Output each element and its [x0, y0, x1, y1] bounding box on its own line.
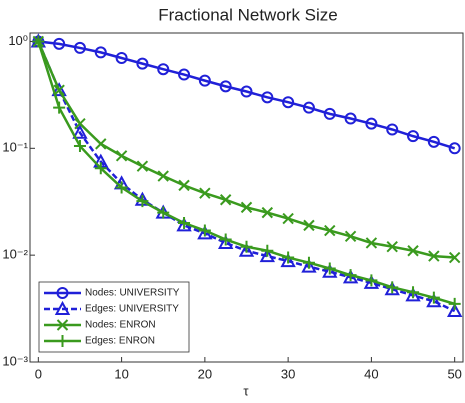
- data-point: [259, 248, 276, 263]
- legend-marker: [56, 287, 69, 299]
- data-point: [426, 293, 442, 308]
- data-point: [302, 256, 315, 269]
- data-point: [136, 160, 149, 172]
- data-point: [386, 123, 399, 136]
- data-point: [323, 107, 336, 120]
- data-point: [217, 234, 234, 249]
- data-point: [94, 46, 107, 59]
- data-point: [407, 286, 420, 299]
- legend-label: Nodes: ENRON: [85, 320, 156, 331]
- data-point: [115, 181, 128, 194]
- data-point: [446, 302, 463, 318]
- data-point: [282, 251, 295, 264]
- x-tick-label: 30: [281, 366, 295, 381]
- data-point: [240, 201, 253, 214]
- x-tick-label: 0: [35, 366, 42, 381]
- data-point: [136, 57, 149, 70]
- data-point: [282, 212, 294, 225]
- data-point: [219, 233, 232, 246]
- data-point: [157, 206, 170, 219]
- data-point: [344, 269, 357, 282]
- data-point: [95, 138, 107, 150]
- x-tick-label: 50: [447, 366, 461, 381]
- data-point: [219, 194, 232, 206]
- data-point: [32, 35, 45, 48]
- data-point: [405, 287, 421, 302]
- data-point: [157, 63, 170, 76]
- data-point: [240, 85, 253, 98]
- data-point: [448, 142, 461, 155]
- data-point: [74, 117, 86, 130]
- data-point: [178, 179, 190, 192]
- data-point: [178, 68, 191, 81]
- data-point: [303, 219, 315, 232]
- data-point: [323, 262, 336, 275]
- y-tick-label: 10⁻³: [2, 353, 28, 368]
- data-point: [386, 240, 398, 253]
- data-point: [407, 245, 419, 257]
- data-point: [51, 82, 67, 97]
- plot-area: [29, 32, 464, 363]
- data-point: [199, 187, 211, 199]
- data-point: [365, 274, 378, 287]
- legend-marker: [54, 300, 71, 315]
- data-point: [282, 96, 295, 109]
- data-point: [365, 117, 378, 130]
- legend-marker: [56, 319, 69, 331]
- data-point: [136, 195, 149, 208]
- data-point: [261, 206, 274, 219]
- data-point: [198, 224, 211, 237]
- data-point: [261, 244, 274, 257]
- data-point: [386, 281, 399, 294]
- y-tick-label: 10⁻²: [2, 247, 28, 262]
- data-point: [302, 101, 315, 114]
- data-point: [240, 240, 253, 253]
- data-point: [72, 124, 88, 139]
- data-point: [407, 130, 420, 143]
- legend-label: Nodes: UNIVERSITY: [85, 288, 180, 299]
- data-point: [365, 237, 378, 249]
- data-point: [324, 224, 336, 237]
- data-point: [448, 297, 461, 310]
- data-point: [322, 263, 338, 278]
- data-point: [427, 135, 440, 148]
- y-tick-label: 10⁰: [8, 33, 28, 48]
- x-tick-label: 10: [114, 366, 128, 381]
- data-point: [53, 37, 66, 50]
- x-tick-label: 40: [364, 366, 378, 381]
- data-point: [280, 252, 296, 268]
- legend-label: Edges: ENRON: [85, 336, 155, 347]
- series-line: [38, 40, 456, 150]
- data-point: [238, 242, 255, 257]
- data-point: [157, 170, 169, 182]
- chart-title: Fractional Network Size: [158, 5, 338, 24]
- y-tick-label: 10⁻¹: [2, 140, 28, 155]
- data-point: [301, 258, 317, 273]
- legend-label: Edges: UNIVERSITY: [85, 304, 179, 315]
- data-point: [178, 216, 191, 229]
- data-point: [73, 140, 86, 153]
- data-point: [344, 230, 357, 243]
- data-point: [53, 101, 66, 114]
- x-tick-label: 20: [198, 366, 212, 381]
- data-point: [94, 162, 107, 175]
- data-point: [73, 41, 86, 54]
- data-point: [219, 80, 232, 93]
- data-point: [115, 52, 128, 65]
- series-line: [37, 40, 455, 259]
- data-point: [198, 74, 211, 87]
- data-point: [448, 251, 461, 264]
- data-point: [427, 291, 440, 304]
- legend-marker: [56, 335, 69, 347]
- data-point: [115, 150, 128, 162]
- data-point: [261, 91, 274, 104]
- data-point: [344, 112, 357, 125]
- data-point: [428, 250, 440, 262]
- series-line: [37, 40, 456, 313]
- x-axis-label: τ: [243, 383, 249, 398]
